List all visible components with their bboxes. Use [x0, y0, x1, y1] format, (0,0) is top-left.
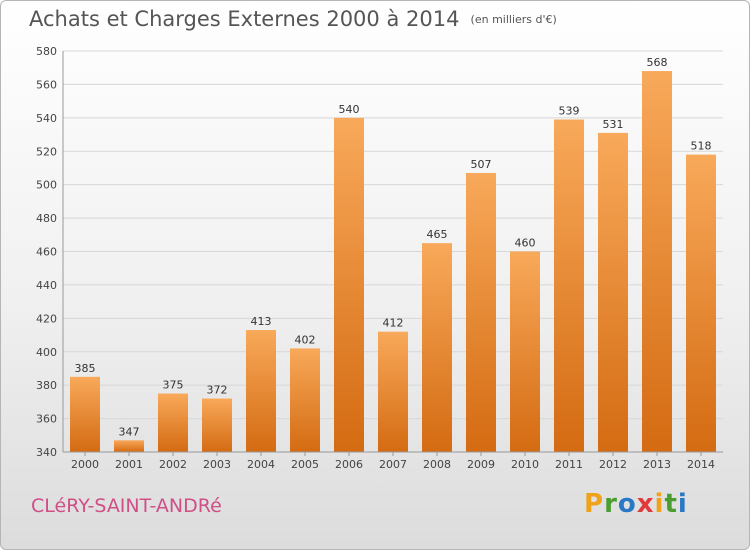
x-tick-label: 2012	[599, 458, 627, 471]
y-tick-label: 380	[36, 379, 57, 392]
bar-2014	[686, 154, 716, 452]
x-tick-label: 2002	[159, 458, 187, 471]
bar-value-label: 372	[207, 384, 228, 397]
logo-letter: r	[604, 489, 618, 519]
chart-title: Achats et Charges Externes 2000 à 2014 (…	[29, 7, 557, 31]
logo-letter: x	[636, 489, 655, 519]
bar-value-label: 413	[251, 315, 272, 328]
y-tick-label: 420	[36, 312, 57, 325]
bar-value-label: 539	[559, 105, 580, 118]
title-text: Achats et Charges Externes 2000 à 2014	[29, 7, 460, 31]
x-tick-label: 2003	[203, 458, 231, 471]
bar-2005	[290, 348, 320, 452]
logo-letter: o	[617, 489, 637, 519]
bar-value-label: 385	[75, 362, 96, 375]
bar-2001	[114, 440, 144, 452]
y-tick-label: 560	[36, 78, 57, 91]
bar-2007	[378, 331, 408, 452]
bar-value-label: 402	[295, 333, 316, 346]
bar-2011	[554, 119, 584, 453]
bar-2008	[422, 243, 452, 452]
bar-value-label: 568	[647, 56, 668, 69]
y-tick-label: 400	[36, 346, 57, 359]
y-tick-label: 360	[36, 413, 57, 426]
y-tick-label: 480	[36, 212, 57, 225]
bar-value-label: 375	[163, 379, 184, 392]
logo-letter: P	[584, 489, 605, 519]
bar-value-label: 347	[119, 425, 140, 438]
bar-2013	[642, 71, 672, 453]
y-tick-label: 500	[36, 179, 57, 192]
x-tick-label: 2013	[643, 458, 671, 471]
x-tick-label: 2011	[555, 458, 583, 471]
bar-value-label: 531	[603, 118, 624, 131]
x-tick-label: 2007	[379, 458, 407, 471]
bar-value-label: 460	[515, 237, 536, 250]
bar-2004	[246, 330, 276, 452]
y-tick-label: 520	[36, 145, 57, 158]
logo-letter: i	[677, 489, 688, 519]
x-tick-label: 2000	[71, 458, 99, 471]
bars-layer	[70, 71, 716, 453]
bar-value-label: 412	[383, 317, 404, 330]
bar-2012	[598, 132, 628, 452]
bar-2010	[510, 251, 540, 452]
bar-value-label: 465	[427, 228, 448, 241]
x-tick-label: 2004	[247, 458, 275, 471]
axis-layer: 340 360 380 400 420 440 460 480 500 520 540 560 580 3…	[36, 45, 723, 471]
bar-value-label: 507	[471, 158, 492, 171]
x-tick-label: 2006	[335, 458, 363, 471]
x-tick-label: 2001	[115, 458, 143, 471]
y-tick-label: 540	[36, 112, 57, 125]
bar-2000	[70, 376, 100, 452]
logo-letter: t	[664, 489, 678, 519]
x-tick-label: 2009	[467, 458, 495, 471]
x-tick-label: 2014	[687, 458, 715, 471]
bar-2006	[334, 117, 364, 452]
proxiti-logo: Proxiti	[584, 489, 688, 519]
x-tick-label: 2005	[291, 458, 319, 471]
x-tick-label: 2010	[511, 458, 539, 471]
y-tick-label: 580	[36, 45, 57, 58]
bar-value-label: 518	[691, 140, 712, 153]
y-tick-label: 440	[36, 279, 57, 292]
commune-name: CLéRY-SAINT-ANDRé	[31, 495, 222, 517]
y-tick-label: 340	[36, 446, 57, 459]
bar-value-label: 540	[339, 103, 360, 116]
y-tick-label: 460	[36, 246, 57, 259]
bar-2009	[466, 172, 496, 453]
x-tick-label: 2008	[423, 458, 451, 471]
unit-text: (en milliers d'€)	[470, 13, 557, 26]
logo-letter: i	[654, 489, 665, 519]
bar-2002	[158, 393, 188, 452]
bar-2003	[202, 398, 232, 452]
